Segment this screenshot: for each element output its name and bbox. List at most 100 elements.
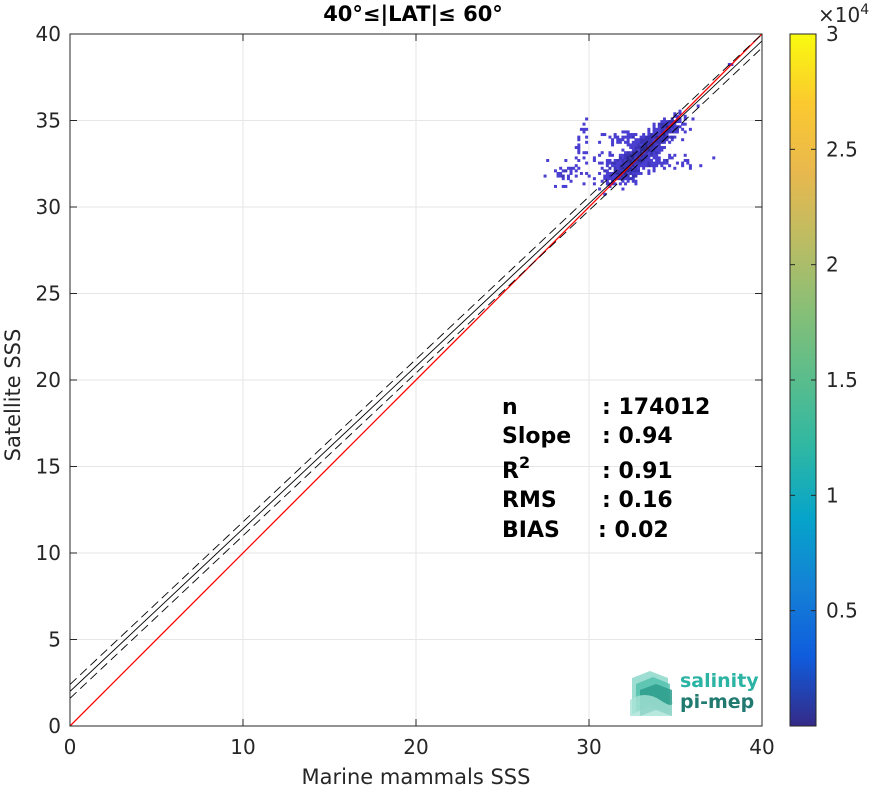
density-cell [616, 171, 620, 175]
colorbar-tick-label: 1 [826, 483, 839, 507]
density-cell [647, 151, 651, 155]
density-cell [683, 153, 687, 157]
density-cell [696, 104, 700, 108]
density-cell [605, 179, 609, 183]
density-cell [637, 138, 641, 142]
density-cell [603, 174, 607, 178]
density-cell [626, 161, 630, 165]
density-cell [569, 171, 573, 175]
density-cell [618, 182, 622, 186]
density-cell [613, 135, 617, 139]
density-cell [662, 158, 666, 162]
density-cell [577, 166, 581, 170]
density-cell [598, 153, 602, 157]
x-tick-label: 20 [403, 735, 428, 759]
stat-label: n [502, 395, 518, 420]
density-cell [585, 127, 589, 131]
density-cell [564, 158, 568, 162]
density-cell [644, 135, 648, 139]
density-cell [657, 148, 661, 152]
density-cell [634, 161, 638, 165]
density-cell [574, 146, 578, 150]
density-cell [634, 133, 638, 137]
density-cell [621, 153, 625, 157]
density-cell [660, 122, 664, 126]
density-cell [688, 164, 692, 168]
density-cell [678, 109, 682, 113]
density-cell [657, 133, 661, 137]
density-cell [657, 158, 661, 162]
density-cell [574, 156, 578, 160]
density-cell [600, 133, 604, 137]
density-cell [603, 177, 607, 181]
density-cell [665, 130, 669, 134]
density-cell [561, 174, 565, 178]
density-cell [608, 135, 612, 139]
density-cell [618, 156, 622, 160]
density-cell [681, 161, 685, 165]
density-cell [626, 133, 630, 137]
density-cell [712, 156, 716, 160]
density-cell [652, 133, 656, 137]
density-cell [631, 140, 635, 144]
density-cell [657, 122, 661, 126]
density-cell [639, 135, 643, 139]
density-cell [629, 158, 633, 162]
density-cell [629, 156, 633, 160]
density-cell [668, 127, 672, 131]
density-cell [605, 169, 609, 173]
density-cell [639, 143, 643, 147]
wave-logo-icon [630, 671, 673, 716]
density-cell [655, 130, 659, 134]
density-cell [678, 117, 682, 121]
density-cell [605, 164, 609, 168]
density-map [543, 62, 734, 196]
stat-value: : 174012 [602, 395, 710, 420]
density-cell [577, 143, 581, 147]
density-cell [618, 164, 622, 168]
density-cell [577, 146, 581, 150]
density-cell [611, 161, 615, 165]
density-cell [626, 153, 630, 157]
density-cell [673, 130, 677, 134]
density-cell [616, 169, 620, 173]
density-cell [621, 179, 625, 183]
density-cell [652, 143, 656, 147]
density-cell [681, 122, 685, 126]
density-cell [621, 138, 625, 142]
density-cell [626, 140, 630, 144]
density-cell [675, 161, 679, 165]
density-cell [618, 169, 622, 173]
density-cell [657, 161, 661, 165]
density-cell [626, 135, 630, 139]
density-cell [668, 140, 672, 144]
density-cell [649, 151, 653, 155]
density-cell [644, 156, 648, 160]
density-cell [647, 158, 651, 162]
density-cell [626, 156, 630, 160]
density-cell [665, 122, 669, 126]
colorbar-tick-label: 0.5 [826, 599, 858, 623]
density-cell [647, 143, 651, 147]
stat-label: BIAS [502, 518, 560, 543]
salinity-pi-mep-logo: salinity pi-mep [630, 670, 759, 716]
density-cell [660, 127, 664, 131]
y-tick-label: 10 [36, 541, 61, 565]
density-cell [657, 127, 661, 131]
density-cell [652, 151, 656, 155]
density-cell [600, 151, 604, 155]
density-cell [579, 127, 583, 131]
density-cell [618, 158, 622, 162]
density-cell [634, 143, 638, 147]
stat-value: : 0.02 [598, 518, 669, 543]
density-cell [634, 146, 638, 150]
density-cell [673, 125, 677, 129]
density-cell [566, 174, 570, 178]
density-cell [624, 182, 628, 186]
density-cell [605, 182, 609, 186]
density-cell [592, 177, 596, 181]
density-cell [642, 148, 646, 152]
density-cell [624, 161, 628, 165]
density-cell [699, 164, 703, 168]
density-cell [660, 135, 664, 139]
